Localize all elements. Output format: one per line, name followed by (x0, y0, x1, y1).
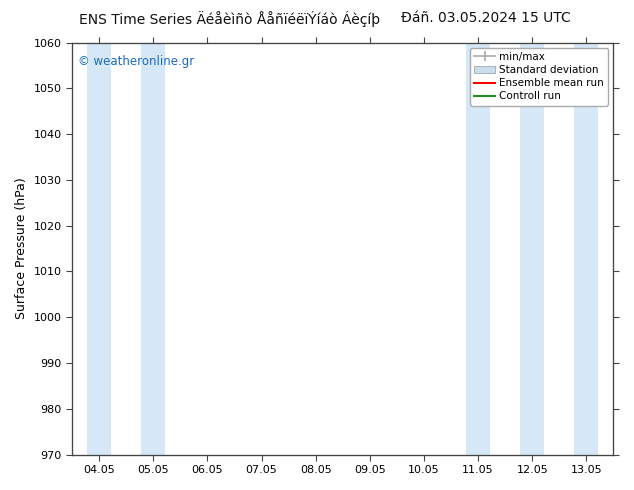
Bar (521, 43, 544, 455)
Legend: min/max, Standard deviation, Ensemble mean run, Controll run: min/max, Standard deviation, Ensemble me… (470, 48, 608, 105)
Bar (466, 43, 490, 455)
Y-axis label: Surface Pressure (hPa): Surface Pressure (hPa) (15, 178, 28, 319)
Text: ENS Time Series Äéåèìñò ÅåñïéëïÝíáò Áèçíþ: ENS Time Series Äéåèìñò ÅåñïéëïÝíáò Áèçí… (79, 11, 380, 27)
Bar (141, 43, 165, 455)
Text: Ðáñ. 03.05.2024 15 UTC: Ðáñ. 03.05.2024 15 UTC (401, 11, 571, 25)
Text: © weatheronline.gr: © weatheronline.gr (77, 55, 194, 68)
Bar (87, 43, 111, 455)
Bar (574, 43, 598, 455)
